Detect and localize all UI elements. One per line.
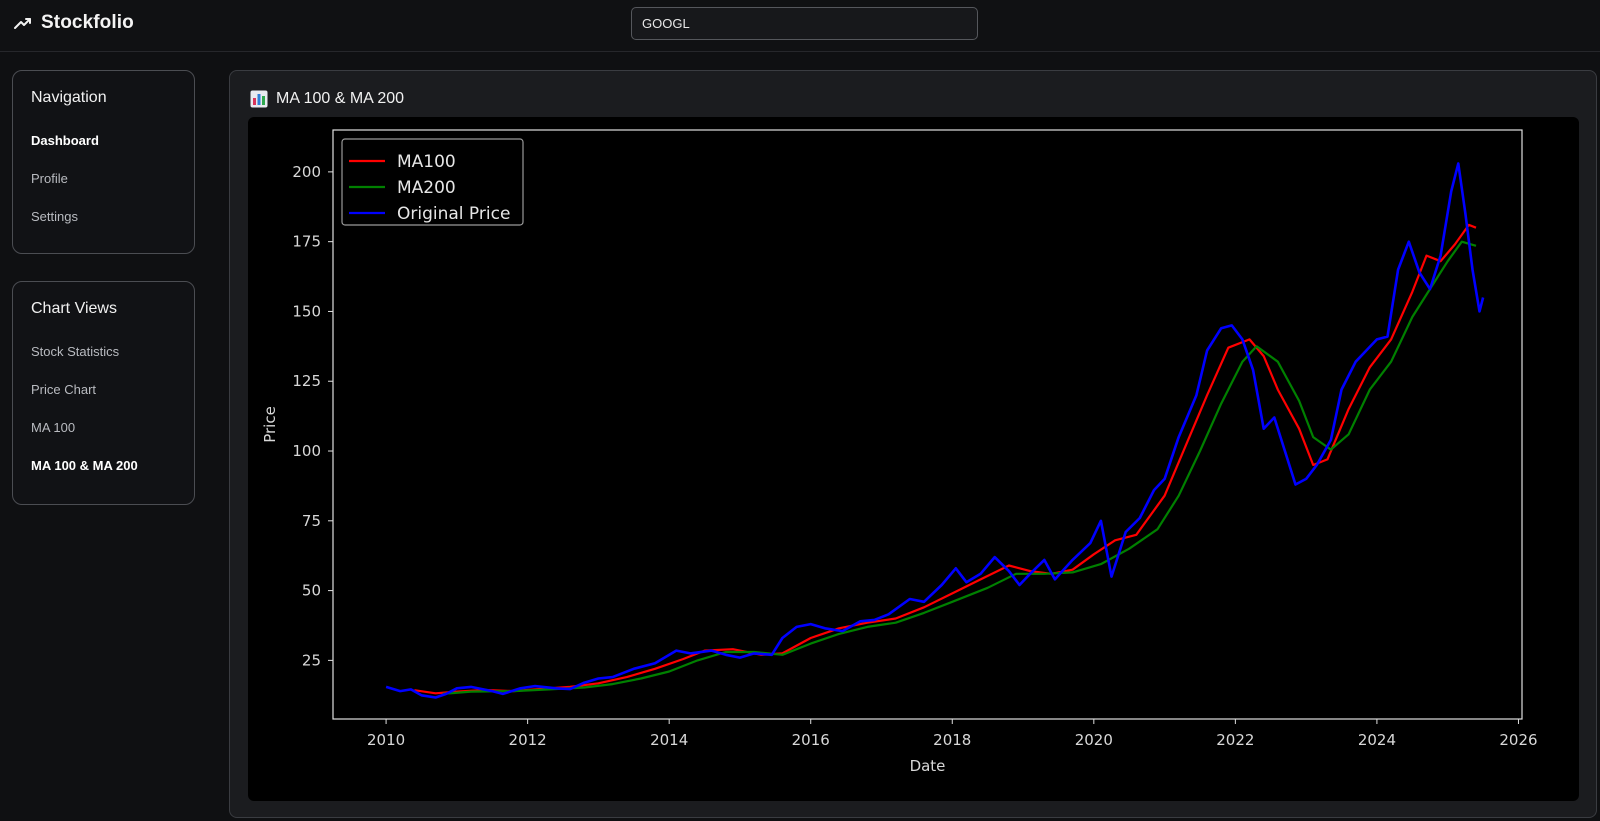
chart-views-panel: Chart Views Stock Statistics Price Chart… [12,281,195,505]
y-tick-label-25: 25 [302,651,321,669]
navigation-title: Navigation [31,89,107,106]
y-tick-label-150: 150 [292,302,321,320]
chart-area: 2010 2012 2014 2016 2018 2020 2022 2024 2026 25 50… [248,117,1579,801]
chart-view-stock-statistics[interactable]: Stock Statistics [31,344,120,359]
chart-views-title: Chart Views [31,300,117,317]
main-content: MA 100 & MA 200 2010 2012 2014 2016 2018 2020… [229,70,1597,818]
y-tick-label-175: 175 [292,233,321,251]
series-line-1 [442,240,1477,695]
x-tick-label-2024: 2024 [1358,731,1396,749]
nav-item-settings[interactable]: Settings [31,209,78,224]
trending-up-icon [14,18,31,29]
y-axis-label: Price [261,406,279,443]
x-axis-label: Date [910,757,946,775]
nav-item-profile[interactable]: Profile [31,171,68,186]
legend-label-1: MA200 [397,178,456,198]
app-name: Stockfolio [41,12,134,33]
y-tick-label-200: 200 [292,163,321,181]
bar-chart-icon [250,90,268,108]
x-tick-label-2012: 2012 [509,731,547,749]
x-tick-label-2016: 2016 [792,731,830,749]
x-tick-label-2018: 2018 [933,731,971,749]
legend-label-2: Original Price [397,204,510,224]
nav-item-dashboard[interactable]: Dashboard [31,133,99,148]
legend-box [341,138,524,226]
brand[interactable]: Stockfolio [13,12,134,34]
x-tick-label-2014: 2014 [650,731,688,749]
legend-label-0: MA100 [397,152,456,172]
chart-view-ma100[interactable]: MA 100 [31,420,76,435]
y-tick-label-75: 75 [302,512,321,530]
chart-view-price-chart[interactable]: Price Chart [31,382,97,397]
x-tick-label-2010: 2010 [367,731,405,749]
y-tick-label-100: 100 [292,442,321,460]
chart-header: MA 100 & MA 200 [250,90,404,108]
chart-title: MA 100 & MA 200 [276,90,405,107]
ma-chart: 2010 2012 2014 2016 2018 2020 2022 2024 2026 25 50… [261,129,1538,775]
x-tick-label-2026: 2026 [1499,731,1537,749]
ticker-search-input[interactable] [631,7,978,40]
y-tick-label-125: 125 [292,372,321,390]
plot-frame [332,129,1523,720]
chart-view-ma100-ma200[interactable]: MA 100 & MA 200 [31,458,138,473]
top-bar: Stockfolio [0,0,1600,52]
x-tick-label-2020: 2020 [1075,731,1113,749]
x-tick-label-2022: 2022 [1216,731,1254,749]
series-line-2 [385,162,1485,699]
navigation-panel: Navigation Dashboard Profile Settings [12,70,195,254]
series-line-0 [414,223,1477,695]
y-tick-label-50: 50 [302,582,321,600]
